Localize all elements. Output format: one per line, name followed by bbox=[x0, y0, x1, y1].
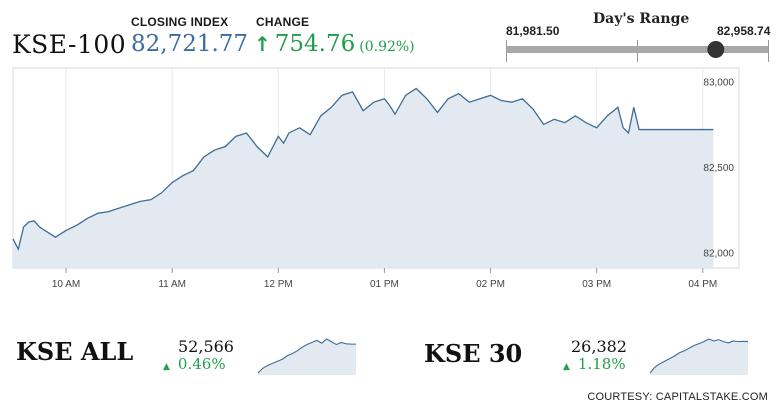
index-name: KSE-100 bbox=[12, 30, 127, 59]
sparkline-area bbox=[258, 339, 356, 375]
x-tick-label: 10 AM bbox=[52, 279, 80, 290]
days-range-low: 81,981.50 bbox=[506, 24, 560, 38]
closing-index-value: 82,721.77 bbox=[131, 31, 249, 57]
kse-30-change: 1.18% bbox=[577, 355, 626, 373]
sparkline-area bbox=[650, 339, 748, 375]
kse-all-name: KSE ALL bbox=[16, 337, 134, 366]
up-arrow-icon: ↑ bbox=[254, 32, 271, 56]
y-tick-label: 82,500 bbox=[703, 163, 734, 174]
kse-all-sparkline bbox=[257, 338, 356, 375]
up-triangle-icon: ▲ bbox=[563, 362, 570, 372]
x-tick-label: 01 PM bbox=[370, 279, 399, 290]
kse-30-sparkline bbox=[649, 338, 748, 375]
x-tick-label: 02 PM bbox=[476, 279, 505, 290]
change-label: CHANGE bbox=[256, 15, 310, 29]
change-value: 754.76 bbox=[274, 31, 356, 57]
days-range-high: 82,958.74 bbox=[717, 24, 771, 38]
kse-30-value: 26,382 bbox=[571, 337, 627, 356]
closing-index-label: CLOSING INDEX bbox=[131, 15, 229, 29]
main-chart: 82,000 82,500 83,000 10 AM 11 AM 12 PM 01 PM 0… bbox=[12, 67, 740, 290]
series-area bbox=[13, 88, 714, 268]
change-percent: (0.92%) bbox=[359, 39, 415, 55]
up-triangle-icon: ▲ bbox=[163, 362, 170, 372]
kse-all-change: 0.46% bbox=[177, 355, 226, 373]
x-tick-label: 03 PM bbox=[582, 279, 611, 290]
days-range-title: Day's Range bbox=[593, 11, 690, 27]
kse-all-change-row: ▲ 0.46% bbox=[163, 355, 226, 373]
sparkline-line bbox=[649, 338, 748, 374]
y-tick-label: 82,000 bbox=[703, 249, 734, 260]
series-line bbox=[12, 87, 714, 252]
change-row: ↑ 754.76 (0.92%) bbox=[254, 31, 415, 57]
y-tick-label: 83,000 bbox=[703, 78, 734, 89]
sparkline-line bbox=[257, 338, 356, 374]
range-marker bbox=[707, 41, 725, 58]
source-credit: COURTESY: CAPITALSTAKE.COM bbox=[587, 391, 768, 403]
x-tick-label: 12 PM bbox=[264, 279, 293, 290]
range-track bbox=[507, 46, 768, 53]
kse-30-change-row: ▲ 1.18% bbox=[563, 355, 626, 373]
x-tick-label: 11 AM bbox=[158, 279, 186, 290]
kse-all-value: 52,566 bbox=[178, 337, 234, 356]
kse-30-name: KSE 30 bbox=[424, 339, 523, 368]
x-tick-label: 04 PM bbox=[688, 279, 717, 290]
days-range-bar bbox=[506, 40, 769, 62]
